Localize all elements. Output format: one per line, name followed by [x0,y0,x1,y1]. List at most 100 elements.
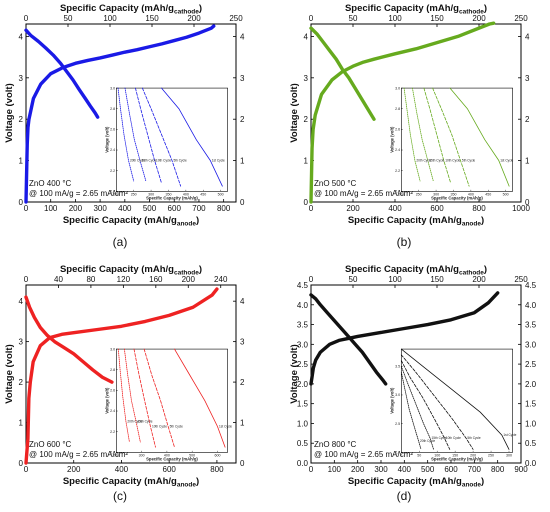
x-tick-label: 300 [374,465,388,474]
inset-x-tick-label: 400 [183,192,189,196]
top-axis-title-suffix: ) [199,3,202,14]
legend-entry: ZnO 600 °C [29,440,72,449]
x-tick-label: 500 [143,204,157,213]
top-tick-label: 0 [309,14,314,23]
y-tick-label: 3 [304,74,309,83]
y-tick-label: 2 [19,115,24,124]
bottom-axis-title-suffix: ) [196,476,199,487]
x-tick-label: 600 [444,465,458,474]
inset-frame [116,87,228,192]
top-axis-title: Specific Capacity (mAh/gcathode) [60,264,202,277]
x-tick-label: 0 [309,465,314,474]
bottom-axis-title-sub: anode [177,482,197,489]
bottom-axis-title: Specific Capacity (mAh/ganode) [348,215,484,228]
inset-curve-label: 20th Cycle [420,439,435,443]
y-tick-label-right: 1.0 [525,419,537,428]
top-tick-label: 240 [214,275,228,284]
y-tick-label: 4 [19,32,24,41]
inset-curve [400,371,422,450]
y-tick-label-right: 0 [240,459,245,468]
inset-curve-label: 20th Cycle [416,158,431,162]
x-tick-label: 900 [514,465,528,474]
top-axis-title-suffix: ) [199,264,202,275]
x-tick-label: 700 [192,204,206,213]
inset-y-tick-label: 2.6 [110,128,115,132]
inset-b: 200 250 300 350 400 450 500 2.0 2.2 2.4 2.6 2.8 3.0 S… [389,86,513,200]
top-axis-title-sub: cathode [174,9,199,16]
x-tick-label: 600 [163,465,177,474]
top-axis-title-sub: cathode [459,270,484,277]
inset-x-tick-label: 300 [148,192,154,196]
y-tick-label-right: 1 [240,157,245,166]
series-line-charge [24,287,219,465]
inset-curve [400,354,474,450]
inset-y-tick-label: 3.0 [110,86,115,90]
series-line-charge [24,24,216,204]
y-tick-label-right: 4 [240,297,245,306]
inset-y-tick-label: 2.2 [110,430,115,434]
top-tick-label: 200 [187,14,201,23]
top-axis-title: Specific Capacity (mAh/gcathode) [60,3,202,16]
y-tick-label: 2.0 [297,380,309,389]
y-tick-label-right: 3.0 [525,340,537,349]
inset-curve-label: 10th Cycle [152,425,167,429]
y-axis-title: Voltage (volt) [289,344,300,403]
y-tick-label: 3.5 [297,321,309,330]
inset-y-tick-label: 2.4 [110,409,115,413]
series-line-discharge [309,26,376,121]
inset-y-tick-label: 2.6 [110,389,115,393]
y-tick-label: 3 [19,74,24,83]
x-tick-label: 200 [69,204,83,213]
y-tick-label: 4 [304,32,309,41]
bottom-axis-title: Specific Capacity (mAh/ganode) [348,476,484,489]
inset-curve [141,87,182,187]
inset-curve-label: 15th Cycle [141,158,156,162]
inset-y-tick-label: 2.0 [110,451,115,455]
inset-curve [412,87,434,182]
inset-curve [135,87,162,184]
legend-entry: ZnO 400 °C [29,179,72,188]
inset-d: 0 50 100 150 200 250 300 2.0 2.5 3.0 3.5 Specific C… [389,348,517,461]
inset-x-tick-label: 250 [131,192,137,196]
inset-y-tick-label: 3.5 [395,364,400,368]
top-tick-label: 50 [64,14,73,23]
inset-y-title: Voltage (volt) [389,126,394,153]
inset-y-title: Voltage (volt) [104,387,109,414]
panel-label: (d) [397,489,412,503]
x-tick-label: 600 [430,204,444,213]
top-tick-label: 250 [514,14,528,23]
top-axis-title-main: Specific Capacity (mAh/g [60,264,174,275]
inset-y-tick-label: 2.2 [395,169,400,173]
x-tick-label: 200 [67,465,81,474]
y-tick-label: 1 [304,157,309,166]
top-tick-label: 100 [388,14,402,23]
y-tick-label-right: 0 [240,198,245,207]
y-tick-label-right: 2 [240,378,245,387]
inset-x-tick-label: 150 [452,453,458,457]
inset-c: 200 300 400 500 600 2.0 2.2 2.4 2.6 2.8 3.0 Specifi… [104,347,232,461]
inset-y-tick-label: 3.0 [395,393,400,397]
inset-a: 200 250 300 350 400 450 500 2.0 2.2 2.4 2.6 2.8 3.0 S… [104,86,228,200]
y-tick-label: 0.0 [297,459,309,468]
bottom-axis-title-main: Specific Capacity (mAh/g [63,215,177,226]
inset-x-tick-label: 200 [398,192,404,196]
inset-x-tick-label: 300 [433,192,439,196]
y-tick-label-right: 4.0 [525,301,537,310]
inset-curve-label: 1st Cycle [500,158,513,162]
inset-y-tick-label: 2.0 [395,451,400,455]
x-tick-label: 0 [24,465,29,474]
bottom-axis-title-main: Specific Capacity (mAh/g [63,476,177,487]
series-line-discharge [24,28,100,119]
y-tick-label: 0 [19,198,24,207]
inset-curve-label: 10th Cycle [446,436,461,440]
y-tick-label: 1 [19,157,24,166]
top-tick-label: 0 [24,14,29,23]
inset-x-tick-label: 600 [214,453,220,457]
y-tick-label-right: 3 [240,338,245,347]
inset-x-tick-label: 450 [200,192,206,196]
y-tick-label-right: 3 [525,74,530,83]
bottom-axis-title-suffix: ) [481,476,484,487]
y-tick-label-right: 4 [525,32,530,41]
